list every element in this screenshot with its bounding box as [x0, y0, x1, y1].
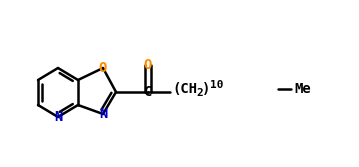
Text: C: C [144, 85, 152, 99]
Text: N: N [99, 107, 107, 121]
Text: ): ) [202, 82, 210, 96]
Text: O: O [99, 61, 107, 75]
Text: N: N [54, 110, 62, 124]
Text: (CH: (CH [172, 82, 197, 96]
Text: 10: 10 [210, 80, 224, 90]
Text: Me: Me [294, 82, 311, 96]
Text: O: O [144, 58, 152, 72]
Text: 2: 2 [196, 88, 203, 98]
